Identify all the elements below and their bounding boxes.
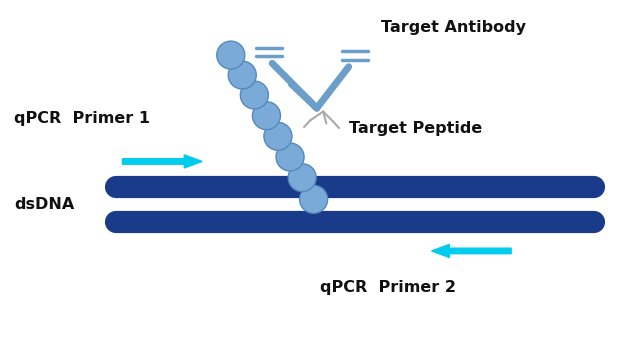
- Ellipse shape: [252, 102, 280, 130]
- Ellipse shape: [228, 61, 256, 89]
- FancyArrow shape: [122, 155, 202, 168]
- Ellipse shape: [300, 185, 328, 213]
- Text: qPCR  Primer 2: qPCR Primer 2: [320, 280, 456, 295]
- Text: qPCR  Primer 1: qPCR Primer 1: [14, 111, 150, 126]
- Ellipse shape: [264, 122, 292, 150]
- Ellipse shape: [276, 143, 304, 171]
- Ellipse shape: [288, 164, 316, 192]
- Text: Target Antibody: Target Antibody: [381, 20, 525, 35]
- Text: Target Peptide: Target Peptide: [349, 121, 482, 136]
- Ellipse shape: [217, 41, 245, 69]
- FancyArrow shape: [431, 244, 511, 257]
- Text: dsDNA: dsDNA: [14, 197, 74, 212]
- Ellipse shape: [241, 81, 268, 109]
